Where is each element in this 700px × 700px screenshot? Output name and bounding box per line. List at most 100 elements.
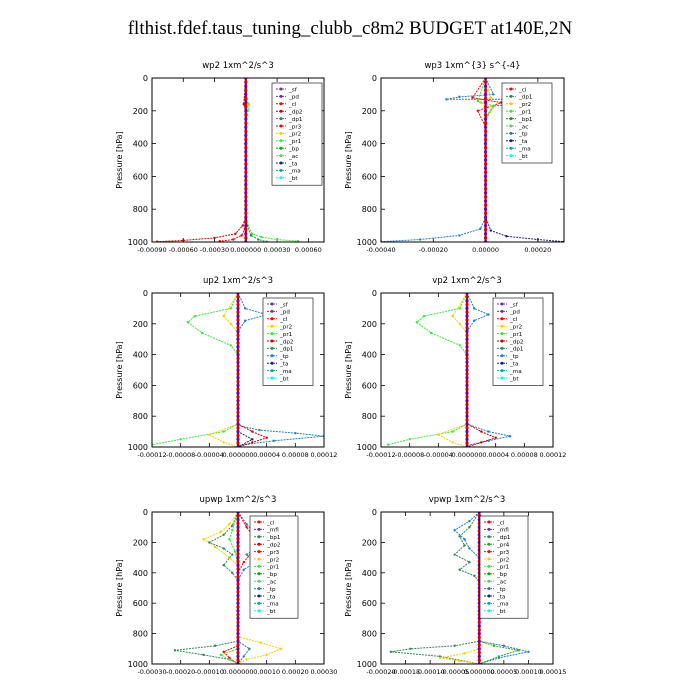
y-axis-label: Pressure [hPa] <box>344 131 353 188</box>
legend-entry: _dp1 <box>279 347 294 353</box>
zero-profile-marker <box>465 345 469 349</box>
zero-profile-marker <box>244 150 248 154</box>
point-pr1 <box>415 321 419 324</box>
point-pr2 <box>222 441 225 444</box>
y-tick-label: 1000 <box>357 443 377 452</box>
zero-profile-marker <box>236 620 240 624</box>
x-tick-label: -0.00030 <box>137 668 166 676</box>
x-tick-label: 0.000000 <box>464 668 495 676</box>
zero-profile-marker <box>236 651 240 655</box>
point-tp <box>243 307 247 310</box>
zero-profile-marker <box>483 92 488 96</box>
point-dp1 <box>222 564 225 567</box>
panel-1: wp2 1xm^2/s^3 Pressure [hPa] 0 200 400 600 800… <box>115 61 325 254</box>
zero-profile-marker <box>465 329 469 334</box>
zero-profile-marker <box>236 403 240 407</box>
point-dp2 <box>242 103 245 106</box>
point-pr1 <box>458 344 462 347</box>
zero-profile-marker <box>465 364 469 368</box>
y-tick-label: 0 <box>372 508 377 517</box>
legend-marker <box>487 579 491 583</box>
zero-profile-marker <box>236 529 240 533</box>
legend-marker <box>509 102 513 106</box>
y-tick-label: 600 <box>133 172 148 181</box>
zero-profile-marker <box>244 92 248 96</box>
zero-profile-marker <box>465 395 469 399</box>
zero-profile-marker <box>483 224 488 228</box>
x-tick-label: 0.00030 <box>311 668 338 676</box>
y-tick-label: 1000 <box>357 238 377 247</box>
y-tick-label: 0 <box>372 289 377 298</box>
legend-entry: _tp <box>509 354 519 360</box>
zero-profile-marker <box>465 306 469 310</box>
point-tp <box>242 568 245 571</box>
point-tp <box>458 234 461 237</box>
point-tp <box>463 538 466 541</box>
point-pr1 <box>179 438 182 441</box>
legend-marker <box>270 369 274 373</box>
x-tick-label: 0.00020 <box>282 668 309 676</box>
y-axis-label: Pressure [hPa] <box>115 559 124 616</box>
point-ta <box>505 235 508 238</box>
zero-profile-marker <box>236 302 240 307</box>
zero-profile-marker <box>465 299 469 303</box>
zero-profile-marker <box>244 170 248 174</box>
zero-profile-marker <box>236 395 240 399</box>
zero-profile-marker <box>236 537 240 541</box>
page-title: flthist.fdef.taus_tuning_clubb_c8m2 BUDG… <box>127 18 573 39</box>
point-dp1 <box>473 574 476 578</box>
legend-marker <box>500 309 504 313</box>
point-dp1 <box>257 238 260 241</box>
legend-entry: _pr1 <box>509 332 523 338</box>
point-pr2 <box>259 641 263 644</box>
zero-profile-marker <box>483 150 488 154</box>
zero-profile-marker <box>465 433 469 438</box>
legend-entry: _ta <box>266 594 275 600</box>
zero-profile-marker <box>465 310 469 314</box>
legend-marker <box>257 550 261 554</box>
point-dp2 <box>182 239 185 242</box>
point-pr2 <box>208 433 211 436</box>
zero-profile-marker <box>465 349 469 353</box>
legend-entry: _pr2 <box>266 557 279 563</box>
legend-entry: _ta <box>496 594 505 600</box>
point-pr2 <box>458 322 462 325</box>
zero-profile-marker <box>236 544 240 548</box>
zero-profile-marker <box>244 211 248 215</box>
legend-marker <box>270 309 274 313</box>
legend-entry: _ma <box>518 147 531 153</box>
x-tick-label: 0.00030 <box>264 246 291 254</box>
legend-marker <box>509 117 513 121</box>
zero-profile-marker <box>244 96 248 101</box>
x-tick-label: -0.00008 <box>166 451 195 459</box>
point-tp <box>479 227 482 231</box>
zero-profile-marker <box>236 333 240 337</box>
point-dp1 <box>409 647 412 650</box>
zero-profile-marker <box>483 191 488 195</box>
legend-entry: _pr2 <box>509 325 522 331</box>
x-tick-label: 0.00008 <box>511 451 538 459</box>
point-pr1 <box>200 331 204 335</box>
zero-profile-marker <box>236 533 240 537</box>
zero-profile-marker <box>236 609 240 613</box>
legend-entry: _ma <box>279 369 292 375</box>
point-dp1 <box>468 560 471 564</box>
zero-profile-marker <box>483 125 488 129</box>
zero-profile-marker <box>483 109 488 113</box>
point-dp1 <box>231 571 234 574</box>
legend-marker <box>279 168 283 172</box>
zero-profile-marker <box>236 563 240 567</box>
x-tick-label: -0.00010 <box>195 668 224 676</box>
point-dp2 <box>241 224 244 227</box>
x-tick-label: 0.00010 <box>253 668 280 676</box>
zero-profile-marker <box>477 635 481 640</box>
x-tick-label: -0.00012 <box>137 451 166 459</box>
legend-entry: _cl <box>518 87 527 93</box>
legend-marker <box>257 542 261 546</box>
zero-profile-marker <box>244 166 248 170</box>
point-dp1 <box>389 650 393 654</box>
point-cl <box>222 650 225 654</box>
x-tick-label: 0.000000 <box>230 246 261 254</box>
legend-entry: _ac <box>518 124 528 130</box>
